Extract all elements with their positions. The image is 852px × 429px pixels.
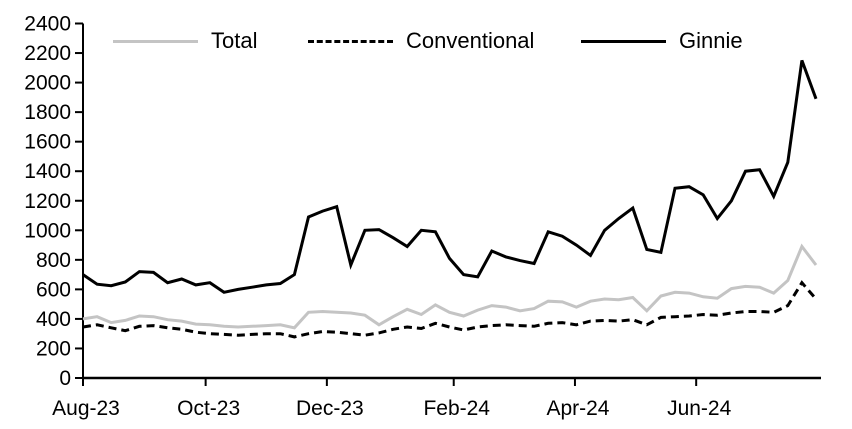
y-axis-tick-label: 1800 xyxy=(24,101,71,124)
series-line-ginnie xyxy=(82,59,818,294)
y-axis-tick-label: 200 xyxy=(36,337,71,360)
series-line-total xyxy=(82,243,818,330)
y-axis-tick-label: 600 xyxy=(36,278,71,301)
legend-label-ginnie: Ginnie xyxy=(679,28,743,53)
y-axis-tick-label: 1200 xyxy=(24,190,71,213)
legend-label-total: Total xyxy=(211,28,258,53)
y-axis-tick-label: 400 xyxy=(36,308,71,331)
legend-item-total: Total xyxy=(113,28,257,54)
y-axis-tick-label: 1000 xyxy=(24,219,71,242)
legend-item-ginnie: Ginnie xyxy=(581,28,743,54)
legend-label-conventional: Conventional xyxy=(406,28,535,53)
y-axis-tick-label: 2400 xyxy=(24,13,71,36)
legend-item-conventional: Conventional xyxy=(308,28,534,54)
series-line-conventional xyxy=(82,280,818,339)
y-axis-tick-label: 1600 xyxy=(24,131,71,154)
total-line-swatch xyxy=(113,39,198,43)
x-axis-tick-label: Dec-23 xyxy=(296,397,364,420)
y-axis-tick-label: 800 xyxy=(36,249,71,272)
x-axis-tick-label: Jun-24 xyxy=(667,397,732,420)
conventional-line-swatch xyxy=(308,39,393,43)
x-axis-tick-label: Apr-24 xyxy=(546,397,609,420)
y-axis-tick-label: 0 xyxy=(59,367,71,390)
x-axis-tick-label: Oct-23 xyxy=(177,397,240,420)
y-axis-tick-label: 1400 xyxy=(24,160,71,183)
ginnie-line-swatch xyxy=(581,39,666,43)
y-axis-tick-label: 2200 xyxy=(24,42,71,65)
y-axis-tick-label: 2000 xyxy=(24,72,71,95)
x-axis-tick-label: Aug-23 xyxy=(52,397,120,420)
x-axis-tick-label: Feb-24 xyxy=(423,397,490,420)
